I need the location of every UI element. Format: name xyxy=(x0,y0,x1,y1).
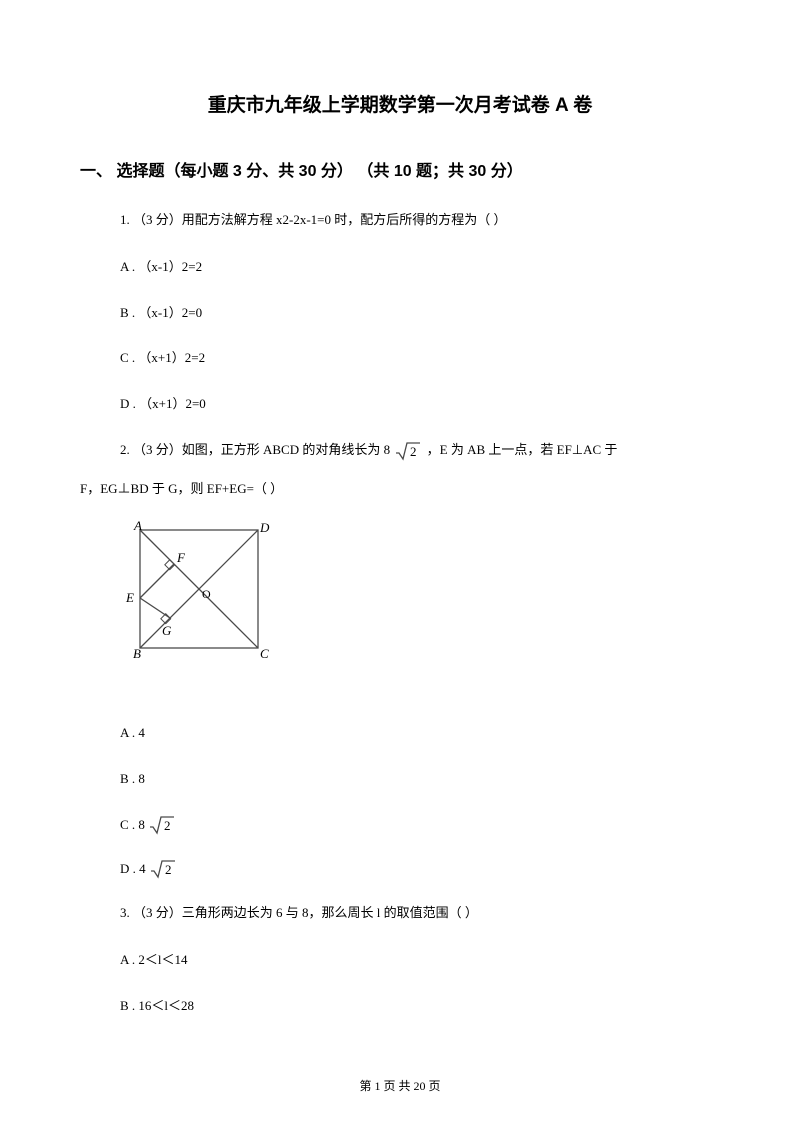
page-title: 重庆市九年级上学期数学第一次月考试卷 A 卷 xyxy=(80,90,720,117)
question-1-text: 1. （3 分）用配方法解方程 x2-2x-1=0 时，配方后所得的方程为（ ） xyxy=(120,209,720,231)
section-header: 一、 选择题（每小题 3 分、共 30 分） （共 10 题；共 30 分） xyxy=(80,157,720,181)
q2-option-c: C . 8 2 xyxy=(120,814,720,836)
sqrt-icon: 2 xyxy=(395,440,421,462)
question-2-text: 2. （3 分）如图，正方形 ABCD 的对角线长为 8 2 ，E 为 AB 上… xyxy=(120,439,720,462)
q2-option-b: B . 8 xyxy=(120,769,720,789)
q2-text-part2: ，E 为 AB 上一点，若 EF⊥AC 于 xyxy=(427,442,618,457)
q1-option-a: A . （x-1）2=2 xyxy=(120,257,720,277)
svg-text:E: E xyxy=(125,590,134,605)
q1-option-c: C . （x+1）2=2 xyxy=(120,348,720,368)
q2-option-a: A . 4 xyxy=(120,723,720,743)
svg-text:O: O xyxy=(202,587,211,601)
svg-text:2: 2 xyxy=(164,818,171,833)
svg-text:2: 2 xyxy=(165,862,172,877)
q2-option-d: D . 4 2 xyxy=(120,858,720,880)
q1-option-b: B . （x-1）2=0 xyxy=(120,303,720,323)
q1-option-d: D . （x+1）2=0 xyxy=(120,394,720,414)
question-2-continue: F，EG⊥BD 于 G，则 EF+EG=（ ） xyxy=(80,478,720,500)
svg-text:D: D xyxy=(259,520,270,535)
sqrt-icon: 2 xyxy=(150,858,176,880)
question-3-text: 3. （3 分）三角形两边长为 6 与 8，那么周长 l 的取值范围（ ） xyxy=(120,902,720,924)
q2-d-prefix: D . 4 xyxy=(120,859,146,879)
svg-text:F: F xyxy=(176,550,186,565)
geometry-diagram: A D B C E F G O xyxy=(120,518,720,673)
q2-c-prefix: C . 8 xyxy=(120,815,145,835)
page-footer: 第 1 页 共 20 页 xyxy=(0,1077,800,1094)
svg-text:2: 2 xyxy=(410,444,417,459)
q2-text-part1: 2. （3 分）如图，正方形 ABCD 的对角线长为 8 xyxy=(120,442,393,457)
q3-option-a: A . 2＜l＜14 xyxy=(120,950,720,970)
svg-text:C: C xyxy=(260,646,269,661)
svg-text:A: A xyxy=(133,518,142,533)
q3-option-b: B . 16＜l＜28 xyxy=(120,996,720,1016)
svg-text:B: B xyxy=(133,646,141,661)
svg-text:G: G xyxy=(162,623,172,638)
sqrt-icon: 2 xyxy=(149,814,175,836)
